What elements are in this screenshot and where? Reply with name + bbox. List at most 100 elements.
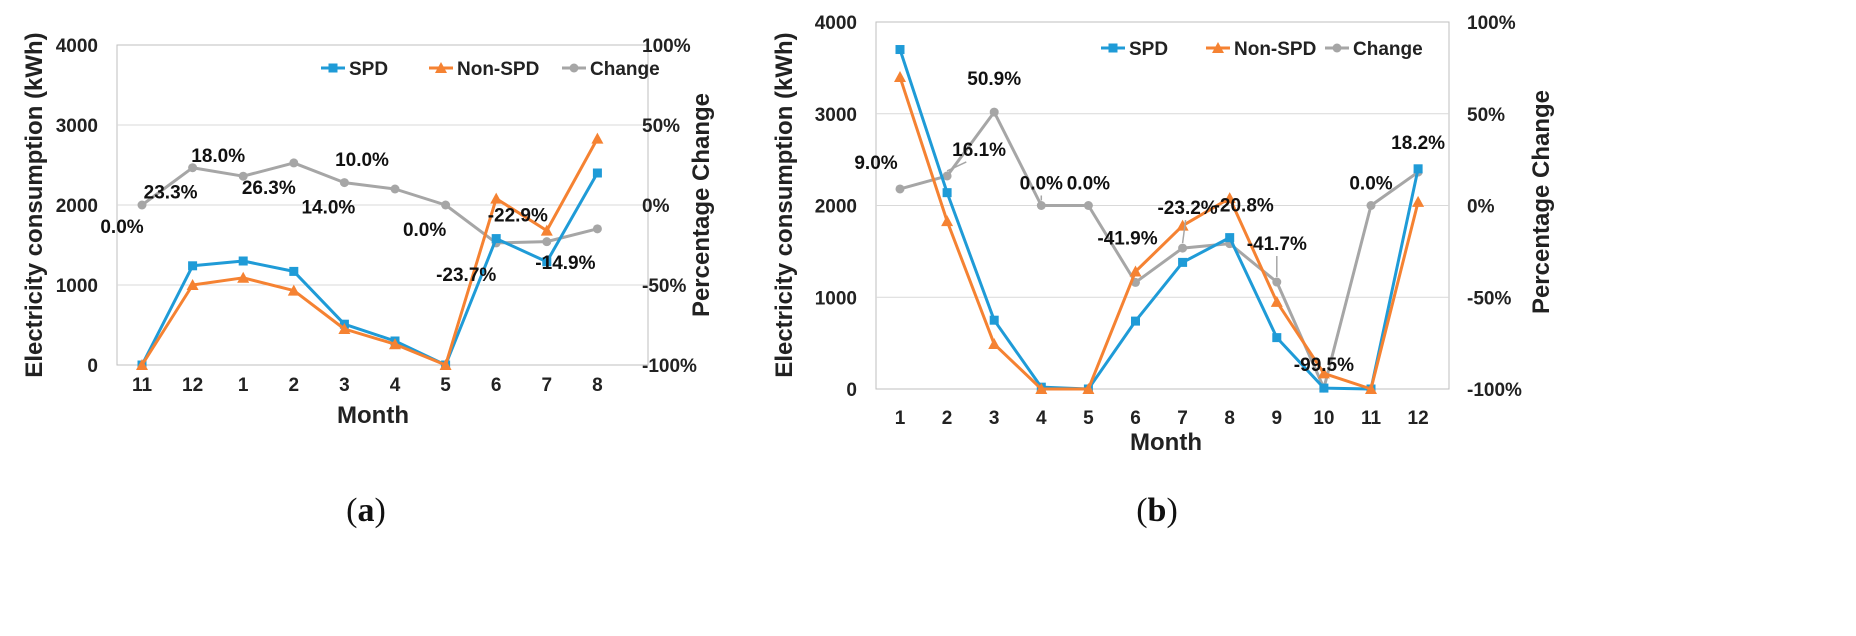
y-tick-label: 2000 [815, 197, 857, 218]
data-label: -23.7% [436, 265, 496, 286]
y-tick-label: 0 [846, 380, 857, 401]
data-point [1223, 192, 1236, 204]
data-point [1272, 333, 1282, 343]
data-point [1131, 316, 1140, 326]
x-tick-label: 5 [440, 375, 451, 396]
legend-label: Non-SPD [1234, 39, 1316, 60]
data-point [988, 338, 1001, 350]
x-tick-label: 4 [1036, 408, 1047, 429]
data-label: -23.2% [1157, 198, 1217, 219]
data-point [287, 284, 300, 296]
x-tick-label: 2 [942, 408, 953, 429]
series-line [140, 172, 599, 367]
data-point [1413, 164, 1423, 174]
data-point [186, 279, 199, 290]
data-point [540, 224, 553, 236]
data-point [238, 256, 248, 266]
data-point [1225, 233, 1235, 243]
y2-tick-label: 50% [1467, 105, 1505, 126]
data-point [390, 184, 400, 194]
data-point [289, 158, 299, 168]
data-point [942, 188, 952, 198]
data-point [1129, 265, 1142, 277]
x-tick-label: 6 [491, 375, 502, 396]
y-axis-title: Electricity consumption (kWh) [21, 32, 48, 377]
data-point [989, 315, 999, 325]
legend-label: Change [590, 59, 660, 80]
y2-tick-label: -50% [642, 276, 686, 297]
series-line [898, 76, 1420, 391]
data-label: -20.8% [1214, 196, 1274, 217]
series-spd [137, 168, 602, 370]
y-axis-title: Electricity consumption (kWh) [771, 32, 798, 377]
data-point [942, 171, 952, 181]
data-label: -99.5% [1294, 355, 1354, 376]
y-tick-label: 3000 [815, 105, 857, 126]
data-label: 0.0% [1349, 174, 1392, 195]
data-point [188, 163, 198, 173]
y2-tick-label: 0% [642, 196, 670, 217]
y2-axis-title: Percentage Change [688, 93, 715, 317]
data-label: 23.3% [144, 183, 198, 204]
data-label: 0.0% [1020, 174, 1063, 195]
caption-close-paren: ) [375, 492, 386, 529]
legend-marker [1332, 43, 1342, 53]
caption-letter: b [1148, 492, 1167, 529]
y-tick-label: 1000 [56, 276, 98, 297]
data-point [1036, 201, 1046, 210]
legend-label: SPD [1129, 39, 1168, 60]
data-label: 26.3% [242, 178, 296, 199]
y2-tick-label: -50% [1467, 288, 1511, 309]
data-label: -14.9% [535, 253, 595, 274]
data-point [941, 215, 954, 227]
caption-close-paren: ) [1166, 492, 1177, 529]
x-axis-title: Month [337, 402, 409, 429]
data-point [289, 266, 299, 276]
data-label: -41.7% [1247, 234, 1307, 255]
data-label: 18.0% [191, 146, 245, 167]
data-point [1272, 277, 1282, 287]
data-point [1035, 383, 1048, 394]
label-leader [946, 161, 967, 172]
y2-tick-label: -100% [642, 356, 697, 377]
x-tick-label: 1 [895, 408, 906, 429]
data-label: -41.9% [1097, 228, 1157, 249]
series-line [140, 137, 599, 367]
x-tick-label: 1 [238, 375, 249, 396]
data-point [542, 257, 552, 267]
data-point [592, 224, 602, 234]
caption-open-paren: ( [1136, 492, 1147, 529]
series-change [137, 158, 602, 248]
x-tick-label: 2 [289, 375, 300, 396]
x-axis-title: Month [1130, 429, 1202, 456]
series-non-spd [136, 132, 604, 370]
legend-marker [1212, 42, 1224, 53]
legend-marker [569, 63, 579, 73]
y-tick-label: 4000 [815, 13, 857, 34]
y-tick-label: 2000 [56, 196, 98, 217]
data-label: 0.0% [403, 220, 446, 241]
y-tick-label: 0 [87, 356, 98, 377]
series-line [141, 161, 598, 245]
data-point [136, 359, 148, 370]
x-tick-label: 7 [1177, 408, 1188, 429]
data-point [1270, 295, 1283, 307]
data-point [339, 178, 349, 188]
data-point [441, 200, 451, 210]
data-point [1176, 219, 1189, 231]
data-label: 0.0% [100, 217, 143, 238]
data-point [137, 200, 147, 210]
data-label: 9.0% [854, 153, 897, 174]
data-point [1082, 383, 1095, 394]
x-tick-label: 6 [1130, 408, 1141, 429]
x-tick-label: 7 [542, 375, 553, 396]
data-point [439, 359, 452, 370]
data-label: 16.1% [952, 140, 1006, 161]
data-label: 14.0% [301, 198, 355, 219]
legend: SPD Non-SPD Change [321, 59, 660, 80]
caption-letter: a [358, 492, 375, 529]
x-tick-label: 12 [182, 375, 203, 396]
data-point [338, 323, 351, 334]
